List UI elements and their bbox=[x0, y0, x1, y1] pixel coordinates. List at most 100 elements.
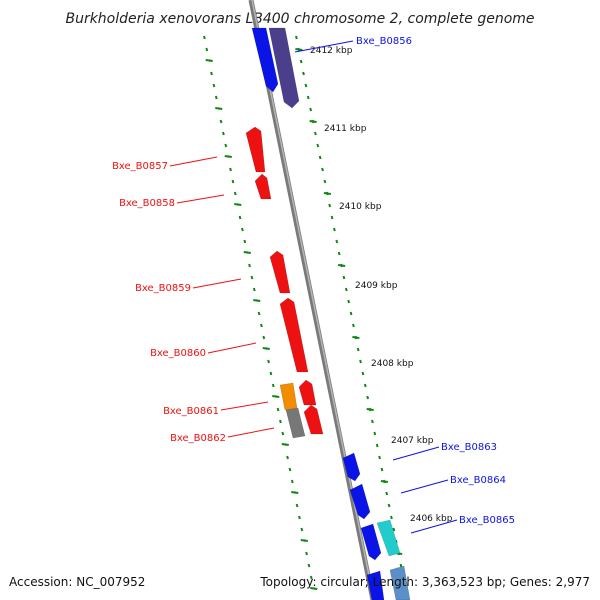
gene-shape-bxe_b0865[interactable] bbox=[360, 523, 382, 561]
tick-mark bbox=[323, 179, 327, 184]
accession-text: Accession: NC_007952 bbox=[9, 575, 145, 589]
tick-mark bbox=[276, 407, 280, 412]
tick-mark-major bbox=[338, 264, 346, 267]
gene-shape-bxe_b0858[interactable] bbox=[254, 173, 272, 200]
gene-label-bxe_b0862[interactable]: Bxe_B0862 bbox=[170, 433, 226, 444]
tick-mark bbox=[271, 383, 275, 388]
gene-label-bxe_b0860[interactable]: Bxe_B0860 bbox=[150, 348, 206, 359]
kbp-label: 2410 kbp bbox=[339, 202, 382, 212]
tick-mark bbox=[371, 419, 374, 424]
gene-shape-bxe_b0861[interactable] bbox=[298, 379, 317, 406]
tick-mark-major bbox=[300, 539, 308, 542]
tick-mark bbox=[229, 167, 232, 172]
kbp-label: 2412 kbp bbox=[310, 46, 353, 56]
gene-leader-line bbox=[400, 479, 449, 494]
tick-mark bbox=[241, 227, 244, 232]
gene-label-bxe_b0859[interactable]: Bxe_B0859 bbox=[135, 283, 191, 294]
tick-mark bbox=[392, 527, 396, 532]
gene-shape-bxe_b0856[interactable] bbox=[251, 27, 279, 93]
tick-mark bbox=[210, 71, 213, 76]
gene-label-bxe_b0857[interactable]: Bxe_B0857 bbox=[112, 161, 168, 172]
tick-mark bbox=[257, 311, 261, 316]
tick-mark bbox=[349, 311, 353, 316]
backbone-line bbox=[248, 0, 376, 600]
gene-label-bxe_b0865[interactable]: Bxe_B0865 bbox=[459, 515, 515, 526]
tick-mark-major bbox=[272, 395, 280, 398]
gene-leader-line bbox=[192, 278, 242, 289]
gene-leader-line bbox=[176, 194, 225, 204]
tick-mark bbox=[222, 131, 225, 136]
gene-shape-bxe_b0865[interactable] bbox=[366, 570, 385, 600]
tick-mark bbox=[304, 83, 308, 88]
tick-mark bbox=[321, 167, 324, 172]
tick-mark bbox=[262, 335, 266, 340]
gene-leader-line bbox=[220, 401, 269, 411]
tick-mark bbox=[281, 431, 285, 436]
gene-shape-bxe_b0860[interactable] bbox=[279, 297, 309, 373]
tick-mark bbox=[380, 467, 384, 472]
pseudo-gene-shape[interactable] bbox=[279, 382, 298, 411]
tick-mark bbox=[318, 155, 322, 160]
gene-shape-bxe_b0864[interactable] bbox=[349, 483, 371, 520]
tick-mark bbox=[295, 35, 298, 40]
tick-mark bbox=[307, 563, 311, 568]
tick-mark bbox=[352, 323, 355, 328]
outer-tick-track bbox=[295, 35, 408, 592]
gene-track bbox=[245, 27, 411, 600]
gene-shape-bxe_b0863[interactable] bbox=[342, 452, 361, 482]
tick-mark bbox=[373, 431, 377, 436]
kbp-label: 2406 kbp bbox=[410, 514, 453, 524]
other-gene-shape[interactable] bbox=[285, 407, 306, 439]
tick-mark bbox=[224, 143, 228, 148]
tick-mark bbox=[314, 131, 317, 136]
kbp-label: 2408 kbp bbox=[371, 359, 414, 369]
tick-mark bbox=[212, 83, 216, 88]
gene-shape-bxe_b0861[interactable] bbox=[303, 404, 324, 435]
gene-shape-bxe_b0859[interactable] bbox=[269, 250, 291, 294]
gene-label-bxe_b0861[interactable]: Bxe_B0861 bbox=[163, 406, 219, 417]
gene-label-bxe_b0864[interactable]: Bxe_B0864 bbox=[450, 475, 506, 486]
tick-mark-major bbox=[234, 203, 242, 206]
tick-mark bbox=[269, 371, 273, 376]
gene-label-bxe_b0856[interactable]: Bxe_B0856 bbox=[356, 36, 412, 47]
tick-mark bbox=[378, 455, 381, 460]
gene-label-bxe_b0863[interactable]: Bxe_B0863 bbox=[441, 442, 497, 453]
gene-leader-line bbox=[410, 519, 458, 534]
kbp-label: 2407 kbp bbox=[391, 436, 434, 446]
gene-leader-line bbox=[227, 427, 275, 438]
tick-mark bbox=[356, 347, 360, 352]
tick-mark bbox=[399, 563, 403, 568]
gene-label-bxe_b0858[interactable]: Bxe_B0858 bbox=[119, 198, 175, 209]
chromosome-backbone bbox=[248, 0, 376, 600]
tick-mark bbox=[238, 215, 242, 220]
tick-mark-major bbox=[323, 192, 332, 195]
tick-mark bbox=[248, 263, 251, 268]
tick-mark-major bbox=[215, 107, 223, 110]
tick-mark bbox=[267, 359, 270, 364]
tick-mark bbox=[361, 371, 365, 376]
tick-mark bbox=[390, 515, 393, 520]
gene-shape-bxe_b0857[interactable] bbox=[245, 126, 266, 173]
kbp-labels: 2412 kbp 2411 kbp 2410 kbp 2409 kbp 2408 kbp… bbox=[310, 46, 453, 524]
inner-tick-track bbox=[203, 35, 318, 590]
tick-mark bbox=[333, 227, 336, 232]
tick-mark-major bbox=[310, 587, 318, 590]
cog-gene-shape[interactable] bbox=[268, 27, 300, 109]
map-title: Burkholderia xenovorans LB400 chromosome… bbox=[65, 11, 534, 27]
gene-leader-line bbox=[294, 40, 354, 53]
tick-mark-major bbox=[295, 48, 303, 51]
tick-mark bbox=[347, 299, 351, 304]
rna-gene-shape[interactable] bbox=[389, 565, 411, 600]
tick-mark bbox=[298, 515, 301, 520]
tick-mark-major bbox=[380, 480, 389, 483]
tick-mark bbox=[330, 215, 334, 220]
tick-mark bbox=[205, 47, 209, 52]
tick-mark bbox=[387, 503, 391, 508]
tick-mark bbox=[279, 419, 282, 424]
rna-gene-shape[interactable] bbox=[376, 519, 401, 557]
tick-mark-major bbox=[352, 336, 360, 339]
tick-mark-major bbox=[253, 299, 261, 302]
gene-leader-line bbox=[207, 342, 257, 354]
tick-mark-major bbox=[281, 443, 289, 446]
